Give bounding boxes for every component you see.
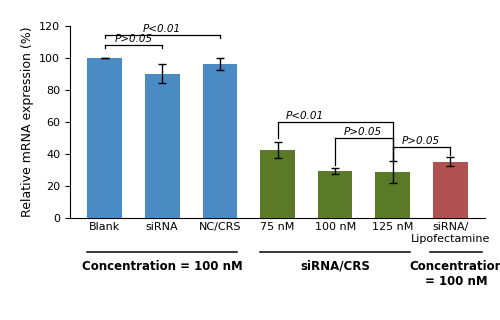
Text: P<0.01: P<0.01: [286, 111, 325, 121]
Y-axis label: Relative mRNA expression (%): Relative mRNA expression (%): [20, 26, 34, 217]
Text: Concentration
= 100 nM: Concentration = 100 nM: [409, 260, 500, 288]
Text: P>0.05: P>0.05: [114, 34, 152, 44]
Text: siRNA/CRS: siRNA/CRS: [300, 260, 370, 273]
Bar: [318, 171, 352, 218]
Bar: [145, 74, 180, 218]
Text: P>0.05: P>0.05: [402, 136, 440, 147]
Text: P<0.01: P<0.01: [143, 24, 182, 34]
Text: Concentration = 100 nM: Concentration = 100 nM: [82, 260, 242, 273]
Bar: [88, 58, 122, 218]
Text: P>0.05: P>0.05: [344, 127, 382, 137]
Bar: [433, 162, 468, 218]
Bar: [260, 150, 295, 218]
Bar: [376, 172, 410, 218]
Bar: [202, 64, 237, 218]
